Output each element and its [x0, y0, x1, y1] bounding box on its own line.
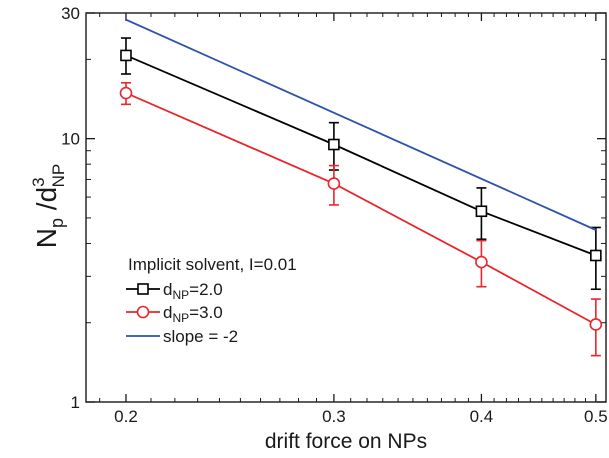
legend-label: slope = -2	[163, 327, 238, 346]
legend-marker-square	[137, 283, 149, 295]
x-tick-label: 0.5	[584, 407, 608, 426]
legend-label: dNP=2.0	[163, 280, 223, 302]
y-axis-title: Np /d3NP	[29, 164, 68, 248]
legend-marker-circle	[136, 305, 150, 319]
svg-text:Np /d3NP: Np /d3NP	[29, 164, 68, 248]
data-point-circle	[119, 86, 133, 100]
data-point-circle	[475, 255, 488, 269]
data-point-square	[475, 205, 488, 218]
tick-labels: 0.2 0.3 0.4 0.5 1 10 30	[61, 4, 608, 426]
x-tick-label: 0.4	[470, 407, 494, 426]
y-tick-label: 10	[61, 130, 80, 149]
y-tick-label: 30	[61, 4, 80, 23]
series-2	[125, 18, 597, 231]
legend-label: dNP=3.0	[163, 303, 223, 325]
plot-frame	[85, 12, 607, 403]
y-axis-title-sub: NP	[49, 164, 68, 188]
series-0	[120, 37, 602, 291]
y-axis-title-sep: /d	[31, 187, 62, 218]
series-line	[125, 18, 597, 231]
y-tick-label: 1	[71, 393, 80, 412]
data-point-square	[328, 138, 340, 151]
series-line	[125, 92, 597, 326]
data-point-square	[590, 249, 602, 262]
data-point-circle	[327, 177, 341, 190]
series-1	[119, 81, 603, 357]
x-axis-title: drift force on NPs	[265, 430, 427, 453]
x-tick-label: 0.2	[114, 407, 138, 426]
series-line	[125, 54, 597, 257]
data-point-square	[120, 49, 132, 62]
y-axis-title-base-sub: p	[47, 218, 67, 228]
x-tick-label: 0.3	[322, 407, 346, 426]
y-axis-title-base: N	[31, 228, 62, 248]
y-axis-title-sup: 3	[29, 177, 48, 186]
legend-title: Implicit solvent, I=0.01	[128, 255, 297, 274]
series-layer	[119, 18, 603, 357]
axis-ticks	[86, 12, 607, 403]
data-point-circle	[589, 318, 603, 331]
